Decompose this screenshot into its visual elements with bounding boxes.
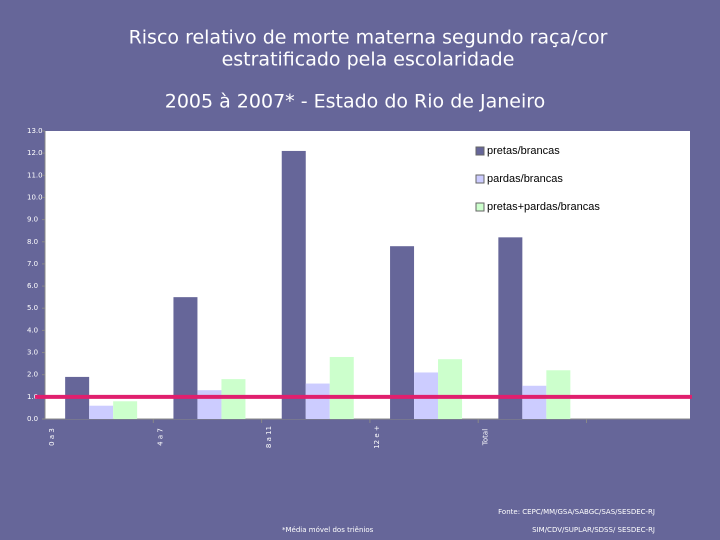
bar xyxy=(522,385,547,419)
y-tick-label: 13.0 xyxy=(27,127,43,135)
legend-label: pretas+pardas/brancas xyxy=(487,201,600,213)
y-tick-label: 2.0 xyxy=(27,371,38,379)
y-tick-label: 10.0 xyxy=(27,193,43,201)
bar xyxy=(173,297,198,419)
bar xyxy=(390,246,415,419)
y-tick-label: 7.0 xyxy=(27,260,38,268)
chart-title: estratificado pela escolaridade xyxy=(222,49,515,71)
legend-swatch xyxy=(475,146,485,156)
plot-area xyxy=(45,131,690,419)
source: SIM/CDV/SUPLAR/SDSS/ SESDEC-RJ xyxy=(532,526,655,534)
footnote: *Média móvel dos triênios xyxy=(282,526,374,534)
bar xyxy=(89,405,114,419)
chart-title: Risco relativo de morte materna segundo … xyxy=(129,27,608,49)
source: Fonte: CEPC/MM/GSA/SABGC/SAS/SESDEC-RJ xyxy=(498,508,655,516)
bar xyxy=(281,150,306,419)
x-tick-label: Total xyxy=(481,429,489,446)
x-tick-label: 12 e + xyxy=(373,425,381,449)
legend-swatch xyxy=(475,202,485,212)
bar xyxy=(438,359,463,419)
bar xyxy=(498,237,523,419)
bar xyxy=(221,379,246,419)
bar xyxy=(329,356,354,419)
bar xyxy=(546,370,571,419)
y-tick-label: 4.0 xyxy=(27,326,38,334)
bar xyxy=(305,383,330,419)
x-tick-label: 0 a 3 xyxy=(48,428,56,446)
y-tick-label: 3.0 xyxy=(27,349,38,357)
y-tick-label: 9.0 xyxy=(27,216,38,224)
legend-swatch xyxy=(475,174,485,184)
y-tick-label: 5.0 xyxy=(27,304,38,312)
y-tick-label: 1.0 xyxy=(27,393,38,401)
bar xyxy=(113,401,138,419)
legend-label: pardas/brancas xyxy=(487,173,563,185)
bar xyxy=(197,390,222,419)
y-tick-label: 12.0 xyxy=(27,149,43,157)
y-tick-label: 0.0 xyxy=(27,415,38,423)
x-tick-label: 4 a 7 xyxy=(156,428,164,446)
x-tick-label: 8 a 11 xyxy=(265,426,273,448)
legend-label: pretas/brancas xyxy=(487,145,560,157)
y-tick-label: 6.0 xyxy=(27,282,38,290)
chart-subtitle: 2005 à 2007* - Estado do Rio de Janeiro xyxy=(165,91,546,113)
y-tick-label: 8.0 xyxy=(27,238,38,246)
y-tick-label: 11.0 xyxy=(27,171,43,179)
